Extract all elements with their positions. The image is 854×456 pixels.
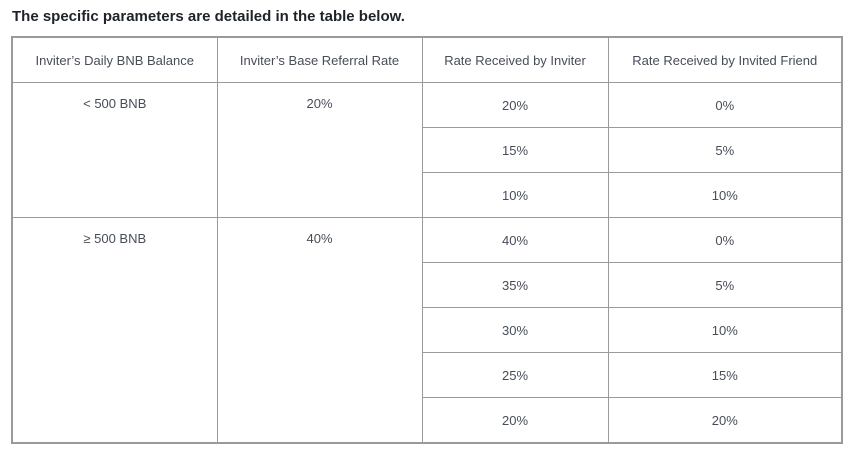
- friend-rate-cell: 10%: [607, 307, 843, 353]
- table-row: 30% 10%: [12, 307, 843, 353]
- table-row: 20% 20%: [12, 397, 843, 444]
- friend-rate-cell: 5%: [607, 262, 843, 308]
- friend-rate-cell: 10%: [607, 172, 843, 218]
- header-base-referral-rate: Inviter’s Base Referral Rate: [216, 36, 423, 83]
- inviter-rate-cell: 35%: [421, 262, 609, 308]
- balance-cell: ≥ 500 BNB: [11, 217, 218, 444]
- balance-cell: < 500 BNB: [11, 82, 218, 218]
- table-row: 15% 5%: [12, 127, 843, 173]
- inviter-rate-cell: 15%: [421, 127, 609, 173]
- table-row: < 500 BNB 20% 20% 0%: [11, 82, 843, 218]
- friend-rate-cell: 15%: [607, 352, 843, 398]
- friend-rate-cell: 0%: [607, 82, 843, 128]
- inviter-rate-cell: 25%: [421, 352, 609, 398]
- section-heading: The specific parameters are detailed in …: [12, 8, 405, 25]
- table-row: 10% 10%: [12, 172, 843, 218]
- header-rate-received-by-inviter: Rate Received by Inviter: [421, 36, 609, 83]
- inviter-rate-cell: 10%: [421, 172, 609, 218]
- base-rate-cell: 40%: [216, 217, 423, 444]
- inviter-rate-cell: 20%: [421, 82, 609, 128]
- table-row: 25% 15%: [12, 352, 843, 398]
- friend-rate-cell: 5%: [607, 127, 843, 173]
- base-rate-cell: 20%: [216, 82, 423, 218]
- inviter-rate-cell: 20%: [421, 397, 609, 444]
- header-rate-received-by-friend: Rate Received by Invited Friend: [607, 36, 843, 83]
- inviter-rate-cell: 30%: [421, 307, 609, 353]
- referral-parameters-table: Inviter’s Daily BNB Balance Inviter’s Ba…: [11, 36, 843, 444]
- header-daily-bnb-balance: Inviter’s Daily BNB Balance: [11, 36, 218, 83]
- inviter-rate-cell: 40%: [421, 217, 609, 263]
- table-row: ≥ 500 BNB 40% 40% 0%: [11, 217, 843, 444]
- table-header-row: Inviter’s Daily BNB Balance Inviter’s Ba…: [11, 36, 843, 83]
- friend-rate-cell: 20%: [607, 397, 843, 444]
- friend-rate-cell: 0%: [607, 217, 843, 263]
- table-row: 35% 5%: [12, 262, 843, 308]
